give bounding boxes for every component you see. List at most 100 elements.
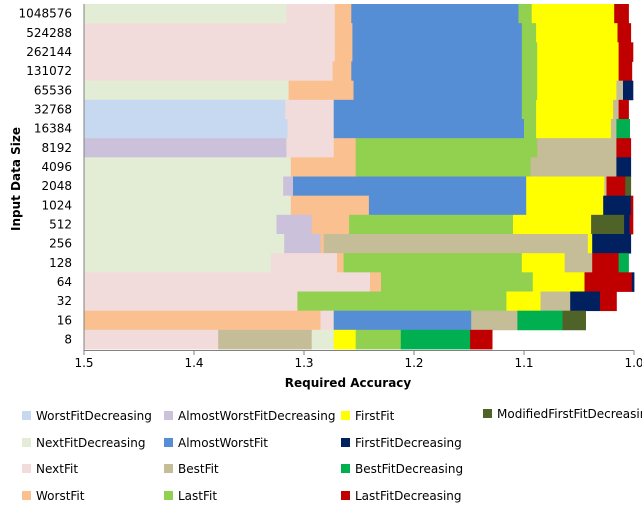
y-tick-label: 32768 (34, 102, 72, 116)
x-tick-label: 1.4 (184, 356, 203, 370)
bar-segment-8192-NextFit (286, 138, 335, 158)
bar-segment-32768-NextFit (285, 99, 335, 120)
bar-segment-32-FirstFitDecreasing (570, 291, 601, 312)
y-tick-label: 1048576 (19, 7, 72, 21)
bar-segment-2048-AlmostWorstFit (293, 176, 527, 197)
y-tick-label: 524288 (26, 26, 72, 40)
bar-segment-256-NextFitDecreasing (84, 234, 285, 254)
bar-segment-2048-AlmostWorstFitDecreasing (283, 176, 294, 197)
bar-segment-8192-AlmostWorstFitDecreasing (84, 138, 287, 158)
bar-segment-8-LastFit (355, 329, 402, 350)
x-tick-label: 1.1 (514, 356, 533, 370)
x-tick-label: 1.2 (404, 356, 423, 370)
bar-segment-32768-FirstFit (536, 99, 614, 120)
bar-segment-32768-AlmostWorstFit (333, 99, 523, 120)
bar-segment-65536-WorstFit (288, 80, 354, 101)
y-tick-label: 16384 (34, 122, 72, 136)
bar-segment-1024-LastFitDecreasing (630, 195, 634, 216)
bar-segment-32-FirstFit (506, 291, 541, 312)
bar-segment-262144-FirstFit (537, 42, 619, 62)
bar-segment-512-FirstFit (513, 214, 592, 235)
bar-segment-32768-LastFitDecreasing (618, 99, 629, 120)
bar-segment-128-NextFitDecreasing (84, 253, 272, 273)
bar-segment-128-WorstFit (337, 253, 344, 273)
bar-segment-4096-LastFit (355, 157, 531, 177)
bar-segment-32-LastFit (297, 291, 507, 312)
bar-segment-262144-LastFitDecreasing (618, 42, 634, 62)
bar-segment-8-NextFit (84, 329, 219, 350)
bar-segment-65536-NextFitDecreasing (84, 80, 289, 101)
bar-segment-262144-NextFit (84, 42, 336, 62)
bar-segment-16384-BestFit (610, 119, 617, 139)
legend-swatch (341, 438, 350, 447)
legend-swatch (164, 491, 173, 500)
legend-swatch (341, 464, 350, 473)
bar-segment-16-ModifiedFirstFitDecreasing (562, 310, 586, 331)
bar-segment-2048-NextFitDecreasing (84, 176, 284, 197)
bar-segment-2048-LastFitDecreasing (606, 176, 626, 197)
y-tick-label: 256 (49, 237, 72, 251)
bar-segment-131072-LastFitDecreasing (618, 61, 633, 82)
bar-segment-65536-LastFit (521, 80, 538, 101)
bar-segment-262144-LastFit (521, 42, 538, 62)
legend-label: BestFitDecreasing (355, 462, 463, 476)
bar-segment-131072-FirstFit (537, 61, 619, 82)
bar-segment-2048-FirstFit (526, 176, 605, 197)
bar-segment-512-LastFit (349, 214, 514, 235)
bar-segment-1024-AlmostWorstFit (368, 195, 527, 216)
bar-segment-8192-BestFit (537, 138, 617, 158)
legend-label: LastFit (178, 489, 217, 503)
bar-segment-4096-BestFit (530, 157, 617, 177)
bar-segment-64-FirstFit (532, 272, 585, 292)
bar-segment-1048576-WorstFit (334, 4, 352, 24)
bar-segment-1048576-FirstFit (531, 4, 615, 24)
bar-segment-131072-NextFit (84, 61, 333, 82)
bar-segment-32-NextFit (84, 291, 298, 312)
bar-segment-32768-BestFit (613, 99, 619, 120)
bar-segment-64-LastFit (381, 272, 534, 292)
y-tick-label: 8192 (41, 141, 72, 155)
bar-segment-2048-ModifiedFirstFitDecreasing (625, 176, 632, 197)
bar-segment-128-BestFitDecreasing (618, 253, 629, 273)
legend-swatch (22, 438, 31, 447)
bar-segment-8192-LastFitDecreasing (616, 138, 632, 158)
x-axis-title: Required Accuracy (285, 376, 412, 390)
y-tick-label: 2048 (41, 179, 72, 193)
bar-segment-32-BestFit (540, 291, 571, 312)
legend-swatch (22, 411, 31, 420)
bar-segment-256-WorstFit (320, 234, 325, 254)
bar-segment-524288-WorstFit (334, 23, 353, 43)
legend-label: BestFit (178, 462, 219, 476)
bar-segment-512-NextFitDecreasing (84, 214, 277, 235)
y-tick-label: 262144 (26, 45, 72, 59)
y-tick-label: 1024 (41, 198, 72, 212)
bar-segment-16384-WorstFitDecreasing (84, 119, 288, 139)
bar-segment-128-LastFitDecreasing (592, 253, 619, 273)
bar-segment-65536-BestFit (616, 80, 624, 101)
legend-swatch (164, 464, 173, 473)
y-tick-label: 32 (57, 294, 72, 308)
bar-segment-131072-LastFit (521, 61, 538, 82)
bar-segment-8-LastFitDecreasing (470, 329, 493, 350)
bar-segment-1024-NextFitDecreasing (84, 195, 292, 216)
bar-segment-8-BestFitDecreasing (400, 329, 471, 350)
bar-segment-2048-BestFit (604, 176, 607, 197)
bar-segment-256-BestFit (323, 234, 589, 254)
y-tick-label: 512 (49, 217, 72, 231)
bar-segment-16384-LastFit (524, 119, 537, 139)
bar-segment-256-AlmostWorstFitDecreasing (284, 234, 321, 254)
y-tick-label: 4096 (41, 160, 72, 174)
legend-label: AlmostWorstFit (178, 436, 268, 450)
bar-segment-65536-FirstFitDecreasing (623, 80, 634, 101)
y-tick-label: 128 (49, 256, 72, 270)
bar-segment-1048576-AlmostWorstFit (351, 4, 519, 24)
bar-segment-512-FirstFitDecreasing (624, 214, 630, 235)
bar-segment-16384-AlmostWorstFit (333, 119, 525, 139)
bar-segment-8192-LastFit (355, 138, 538, 158)
bar-segment-1024-WorstFit (290, 195, 370, 216)
bar-segment-8-FirstFit (333, 329, 357, 350)
bar-segment-1048576-LastFitDecreasing (614, 4, 629, 24)
bar-segment-8-BestFit (218, 329, 313, 350)
bar-segment-64-LastFitDecreasing (584, 272, 633, 292)
bar-segment-512-AlmostWorstFitDecreasing (276, 214, 313, 235)
